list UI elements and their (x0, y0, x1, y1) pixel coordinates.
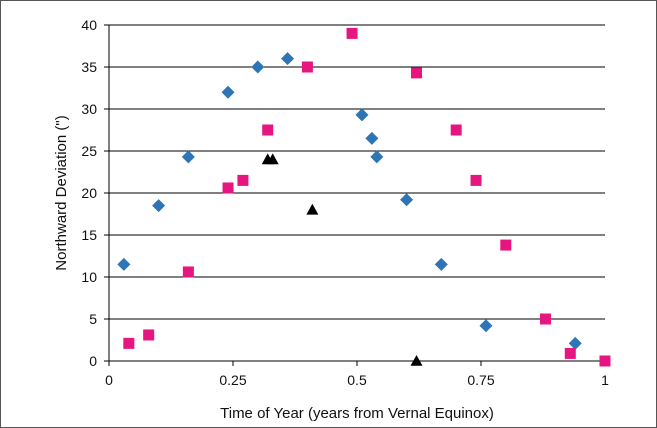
y-tick-label: 20 (81, 185, 97, 201)
x-tick-label: 0.5 (347, 372, 367, 388)
y-tick-labels: 0 5 10 15 20 25 30 35 40 (81, 17, 97, 369)
y-tick-label: 0 (89, 353, 97, 369)
diamond-point (400, 193, 414, 207)
y-axis-title: Northward Deviation (") (53, 115, 70, 270)
square-point (237, 174, 249, 186)
triangle-point (306, 203, 319, 215)
square-point (450, 124, 462, 136)
square-point (599, 355, 611, 367)
square-point (564, 347, 576, 359)
diamond-point (479, 319, 493, 333)
x-axis-title: Time of Year (years from Vernal Equinox) (220, 405, 494, 422)
square-point (539, 313, 551, 325)
square-point (346, 27, 358, 39)
diamond-point (251, 60, 265, 74)
diamond-point (117, 257, 131, 271)
y-tick-label: 35 (81, 59, 97, 75)
x-tick-label: 0.75 (467, 372, 494, 388)
diamond-point (355, 108, 369, 122)
triangle-series (261, 153, 423, 366)
square-point (123, 337, 135, 349)
diamond-point (221, 85, 235, 99)
triangle-point (266, 153, 279, 165)
x-tick-labels: 0 0.25 0.5 0.75 1 (105, 372, 609, 388)
diamond-point (434, 257, 448, 271)
x-tick-label: 1 (601, 372, 609, 388)
y-tick-label: 5 (89, 311, 97, 327)
square-series (123, 27, 611, 367)
y-tick-label: 25 (81, 143, 97, 159)
data-points (117, 27, 611, 367)
x-tick-label: 0.25 (219, 372, 246, 388)
y-tick-label: 40 (81, 17, 97, 33)
x-tick-label: 0 (105, 372, 113, 388)
diamond-point (152, 199, 166, 213)
square-point (411, 67, 423, 79)
grid-lines (104, 24, 606, 366)
diamond-point (281, 52, 295, 66)
square-point (301, 61, 313, 73)
square-point (222, 182, 234, 194)
diamond-point (568, 336, 582, 350)
square-point (500, 239, 512, 251)
square-point (143, 329, 155, 341)
diamond-series (117, 52, 582, 350)
square-point (470, 174, 482, 186)
y-tick-label: 15 (81, 227, 97, 243)
square-point (262, 124, 274, 136)
triangle-point (410, 355, 423, 366)
y-tick-label: 10 (81, 269, 97, 285)
diamond-point (370, 150, 384, 164)
square-point (182, 266, 194, 278)
diamond-point (181, 150, 195, 164)
y-tick-label: 30 (81, 101, 97, 117)
diamond-point (365, 131, 379, 145)
